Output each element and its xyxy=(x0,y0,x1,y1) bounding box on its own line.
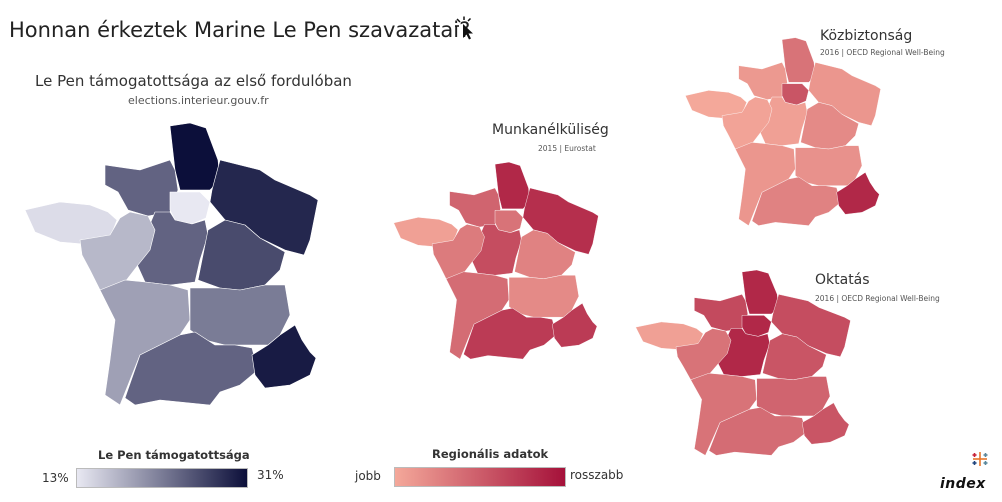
munka-region-occitanie[interactable] xyxy=(463,307,557,360)
munka-region-ara[interactable] xyxy=(508,275,580,318)
oktatas-region-occitanie[interactable] xyxy=(708,407,807,456)
lepen-region-normandie[interactable] xyxy=(104,159,179,217)
oktatas-map-title: Oktatás xyxy=(815,272,870,288)
lepen-region-pdl[interactable] xyxy=(79,211,156,291)
munka-region-idf[interactable] xyxy=(494,210,524,233)
index-logo: index xyxy=(940,476,986,492)
lepen-map xyxy=(24,122,319,406)
lepen-map-title: Le Pen támogatottsága az első fordulóban xyxy=(35,72,352,90)
kozbiz-region-normandie[interactable] xyxy=(738,62,788,100)
regional-legend-max-label: rosszabb xyxy=(570,468,624,482)
cursor-click-icon[interactable] xyxy=(454,16,476,40)
oktatas-region-bfc[interactable] xyxy=(762,333,827,380)
oktatas-region-idf[interactable] xyxy=(741,315,772,337)
munka-map-title: Munkanélküliség xyxy=(492,122,609,138)
lepen-legend-min-label: 13% xyxy=(42,471,69,485)
lepen-legend-bar xyxy=(76,468,248,488)
munka-region-pdl[interactable] xyxy=(431,224,485,279)
kozbiz-map-title: Közbiztonság xyxy=(820,28,913,44)
oktatas-region-nord[interactable] xyxy=(741,269,779,315)
kozbiz-region-occitanie[interactable] xyxy=(751,176,841,226)
munka-region-bfc[interactable] xyxy=(514,229,576,279)
lepen-legend-max-label: 31% xyxy=(257,468,284,482)
lepen-region-bfc[interactable] xyxy=(197,219,286,291)
munka-region-paca[interactable] xyxy=(552,303,598,348)
regional-legend-title: Regionális adatok xyxy=(432,447,549,461)
kozbiz-map xyxy=(685,37,881,226)
lepen-region-occitanie[interactable] xyxy=(124,331,259,406)
oktatas-region-pdl[interactable] xyxy=(675,328,732,380)
oktatas-region-normandie[interactable] xyxy=(694,294,749,332)
kozbiz-region-paca[interactable] xyxy=(836,172,880,215)
munka-region-grandest[interactable] xyxy=(522,187,599,255)
kozbiz-region-ara[interactable] xyxy=(795,145,863,186)
munka-region-nord[interactable] xyxy=(494,161,531,210)
oktatas-region-paca[interactable] xyxy=(801,402,850,445)
oktatas-region-grandest[interactable] xyxy=(771,294,851,357)
lepen-region-ara[interactable] xyxy=(189,284,291,346)
regional-legend-bar xyxy=(394,467,566,487)
lepen-legend-title: Le Pen támogatottsága xyxy=(98,448,250,462)
lepen-region-paca[interactable] xyxy=(251,324,317,389)
kozbiz-region-nord[interactable] xyxy=(781,37,816,83)
kozbiz-region-idf[interactable] xyxy=(781,83,809,106)
lepen-region-grandest[interactable] xyxy=(209,159,319,256)
tableau-logo-icon[interactable] xyxy=(971,450,989,468)
kozbiz-region-grandest[interactable] xyxy=(808,62,881,126)
munka-map-subtitle: 2015 | Eurostat xyxy=(538,144,596,153)
kozbiz-region-pdl[interactable] xyxy=(721,96,773,150)
oktatas-map xyxy=(635,269,851,456)
lepen-map-subtitle: elections.interieur.gouv.fr xyxy=(128,94,269,107)
munka-region-normandie[interactable] xyxy=(449,187,501,228)
oktatas-region-ara[interactable] xyxy=(756,376,831,417)
page-title: Honnan érkeztek Marine Le Pen szavazatai… xyxy=(9,18,471,42)
regional-legend-min-label: jobb xyxy=(355,469,381,483)
kozbiz-region-bfc[interactable] xyxy=(800,102,859,150)
munka-map xyxy=(393,161,599,360)
kozbiz-map-subtitle: 2016 | OECD Regional Well-Being xyxy=(820,48,945,57)
oktatas-map-subtitle: 2016 | OECD Regional Well-Being xyxy=(815,294,940,303)
lepen-region-nord[interactable] xyxy=(169,122,221,191)
lepen-region-idf[interactable] xyxy=(169,191,211,225)
